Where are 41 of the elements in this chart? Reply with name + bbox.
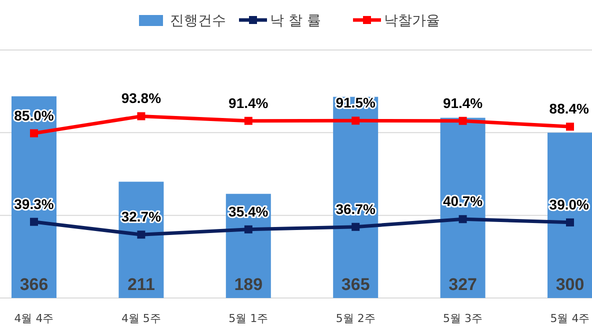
data-label: 189 [234,275,263,294]
data-label: 91.5% [336,94,376,111]
point [30,218,38,226]
point [352,116,360,125]
data-label: 327 [448,275,477,294]
data-label: 85.0% [14,107,54,124]
x-tick-label: 4월 4주 [14,312,54,325]
bar [548,132,592,298]
point [244,116,252,125]
data-label: 93.8% [121,90,162,106]
data-label: 32.7% [121,208,162,225]
point [244,225,252,234]
point [458,116,467,125]
legend-label: 낙찰가율 [384,13,440,29]
data-label: 91.4% [228,94,269,111]
data-label: 88.4% [549,100,590,117]
point [352,222,360,231]
x-tick-label: 5월 2주 [336,312,376,325]
data-label: 91.4% [442,94,484,111]
point [137,112,146,120]
data-label: 365 [341,275,370,294]
data-label: 39.0% [549,196,590,212]
point [566,218,574,226]
point [30,129,38,138]
data-label: 40.7% [442,193,484,210]
point [458,215,467,224]
x-tick-label: 5월 1주 [228,312,268,325]
legend-label: 진행건수 [170,13,226,29]
data-label: 366 [20,275,48,294]
data-label: 39.3% [14,196,54,212]
data-label: 36.7% [336,200,376,217]
data-label: 35.4% [228,203,269,220]
bar [440,118,486,298]
legend-label: 낙 찰 률 [270,13,321,29]
data-label: 300 [556,275,584,294]
point [566,122,574,131]
x-tick-label: 5월 4주 [550,312,590,325]
point [137,230,146,239]
data-label: 211 [127,275,155,294]
x-tick-label: 4월 5주 [121,312,161,325]
x-tick-label: 5월 3주 [443,312,483,325]
